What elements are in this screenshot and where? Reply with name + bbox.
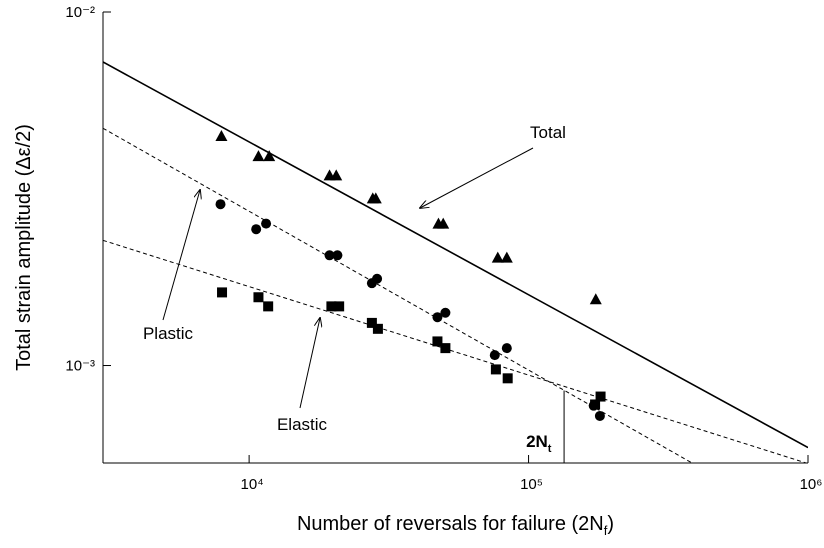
transition-label-sub: t [548, 443, 552, 455]
square-marker [502, 373, 513, 384]
square-marker [590, 399, 601, 410]
annotation-arrow [162, 190, 200, 321]
square-marker [326, 301, 337, 312]
x-axis-label-sub: f [604, 523, 608, 538]
x-tick-label: 10⁴ [241, 476, 264, 493]
x-axis-label-suffix: ) [607, 513, 614, 535]
x-tick-label: 10⁶ [800, 476, 823, 493]
triangle-marker [369, 192, 382, 204]
circle-marker [261, 218, 272, 229]
triangle-marker [215, 129, 228, 141]
square-marker [490, 364, 501, 375]
square-marker [253, 292, 264, 303]
triangle-marker [491, 251, 504, 263]
fit-line [103, 61, 808, 449]
triangle-marker [252, 150, 265, 162]
square-marker [372, 323, 383, 334]
circle-marker [501, 343, 512, 354]
circle-marker [251, 224, 262, 235]
circle-marker [215, 199, 226, 210]
square-marker [595, 391, 606, 402]
y-tick-label: 10⁻³ [65, 358, 95, 375]
triangle-marker [263, 150, 276, 162]
x-tick-label: 10⁵ [520, 476, 543, 493]
annotation: Elastic [277, 415, 328, 434]
triangle-marker [330, 169, 343, 181]
circle-marker [432, 312, 443, 323]
x-axis-label-text: Number of reversals for failure (2N [297, 513, 604, 535]
transition-label: 2Nt [526, 432, 552, 455]
annotation: Plastic [143, 324, 194, 343]
square-marker [217, 287, 228, 298]
circle-marker [324, 250, 335, 261]
y-axis-label: Total strain amplitude (Δε/2) [13, 124, 35, 371]
x-axis-label: Number of reversals for failure (2Nf) [297, 513, 614, 538]
circle-marker [594, 410, 605, 421]
y-tick-label: 10⁻² [65, 4, 95, 21]
triangle-marker [589, 293, 602, 305]
annotation: Total [530, 123, 566, 142]
square-marker [366, 317, 377, 328]
annotation-arrow [299, 318, 320, 409]
square-marker [432, 336, 443, 347]
circle-marker [489, 350, 500, 361]
triangle-marker [437, 217, 450, 229]
circle-marker [332, 250, 343, 261]
circle-marker [440, 307, 451, 318]
triangle-marker [500, 251, 513, 263]
square-marker [440, 343, 451, 354]
square-marker [263, 301, 274, 312]
annotation-arrow [420, 147, 534, 208]
fit-line [103, 127, 694, 463]
plot [103, 61, 808, 463]
square-marker [334, 301, 345, 312]
transition-label-text: 2N [526, 432, 548, 451]
circle-marker [372, 273, 383, 284]
fit-line [103, 239, 808, 463]
